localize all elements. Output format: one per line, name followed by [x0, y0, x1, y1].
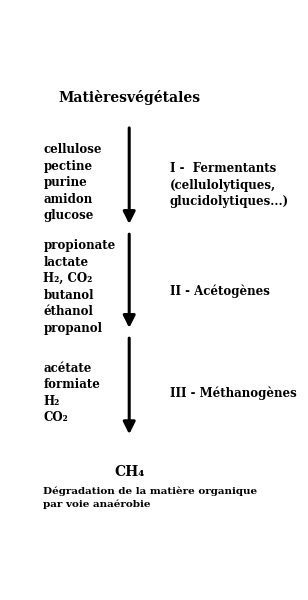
Text: propionate
lactate
H₂, CO₂
butanol
éthanol
propanol: propionate lactate H₂, CO₂ butanol éthan… — [43, 239, 116, 335]
Text: III - Méthanogènes: III - Méthanogènes — [170, 386, 297, 400]
Text: I -  Fermentants
(cellulolytiques,
glucidolytiques...): I - Fermentants (cellulolytiques, glucid… — [170, 162, 289, 208]
Text: cellulose
pectine
purine
amidon
glucose: cellulose pectine purine amidon glucose — [43, 143, 102, 223]
Text: Dégradation de la matière organique
par voie anaérobie: Dégradation de la matière organique par … — [43, 487, 257, 509]
Text: II - Acétogènes: II - Acétogènes — [170, 284, 270, 298]
Text: acétate
formiate
H₂
CO₂: acétate formiate H₂ CO₂ — [43, 362, 100, 424]
Text: CH₄: CH₄ — [114, 464, 144, 479]
Text: Matièresvégétales: Matièresvégétales — [58, 90, 200, 105]
